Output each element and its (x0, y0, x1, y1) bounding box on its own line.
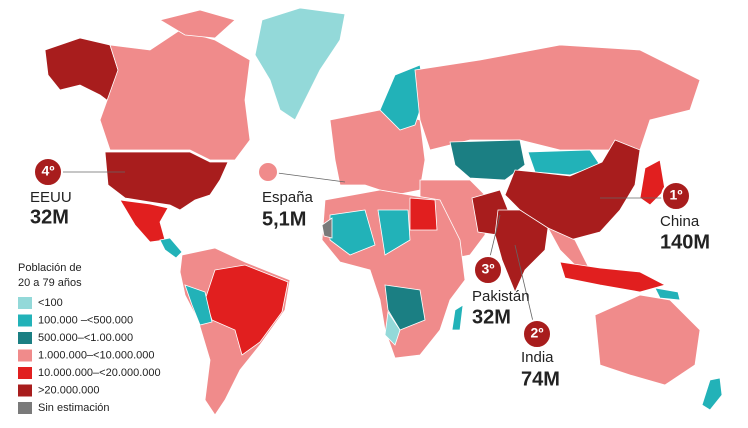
legend-title: Población de (18, 262, 82, 274)
country: España (262, 189, 314, 206)
canada (99, 29, 251, 161)
legend-label: 500.000–<1.00.000 (38, 332, 133, 344)
png (654, 287, 681, 301)
africa-south (384, 284, 426, 331)
legend-swatch (18, 314, 32, 327)
legend-label: >20.000.000 (38, 384, 99, 396)
rank-marker (522, 319, 552, 349)
greenland (254, 7, 346, 121)
spain-marker (257, 161, 279, 183)
rank: 3º (482, 261, 495, 277)
canada-islands (158, 9, 236, 39)
legend-swatch (18, 332, 32, 344)
rank-marker (33, 157, 63, 187)
legend-label: Sin estimación (38, 402, 110, 414)
country: India (521, 349, 554, 366)
japan (639, 159, 666, 206)
indonesia (559, 261, 667, 293)
legend-title: 20 a 79 años (18, 277, 82, 289)
value: 74M (521, 368, 560, 390)
country: EEUU (30, 189, 72, 206)
russia (414, 44, 701, 151)
legend-label: 1.000.000–<10.000.000 (38, 349, 155, 361)
value: 5,1M (262, 208, 306, 230)
madagascar (451, 304, 464, 331)
legend-swatch (18, 349, 32, 362)
legend-label: <100 (38, 297, 63, 309)
legend-label: 100.000 –<500.000 (38, 314, 133, 326)
rank: 1º (670, 187, 683, 203)
country: China (660, 213, 700, 230)
namibia (384, 310, 401, 346)
value: 32M (472, 306, 511, 328)
australia (594, 294, 701, 386)
leader (514, 244, 536, 331)
rank: 2º (531, 325, 544, 341)
legend-swatch (18, 384, 32, 397)
legend-swatch (18, 297, 32, 309)
western-sahara (321, 217, 333, 239)
value: 32M (30, 206, 69, 228)
peru (184, 284, 213, 326)
legend-label: 10.000.000–<20.000.000 (38, 367, 161, 379)
africa-central (377, 209, 411, 256)
egypt (409, 197, 438, 231)
legend: <100 100.000 –<500.000 500.000–<1.00.000 1.… (18, 297, 161, 414)
india (494, 209, 549, 294)
new-zealand (701, 377, 723, 411)
usa (104, 151, 229, 211)
country: Pakistán (472, 288, 530, 305)
rank-marker (473, 255, 503, 285)
rank: 4º (42, 163, 55, 179)
countries (44, 7, 723, 416)
markers (33, 157, 691, 349)
value: 140M (660, 231, 710, 253)
legend-swatch (18, 402, 32, 414)
legend-swatch (18, 367, 32, 379)
leader (269, 171, 346, 183)
mexico (119, 199, 169, 243)
rank-marker (661, 181, 691, 211)
central-america (159, 237, 183, 259)
kazakhstan (449, 139, 526, 181)
